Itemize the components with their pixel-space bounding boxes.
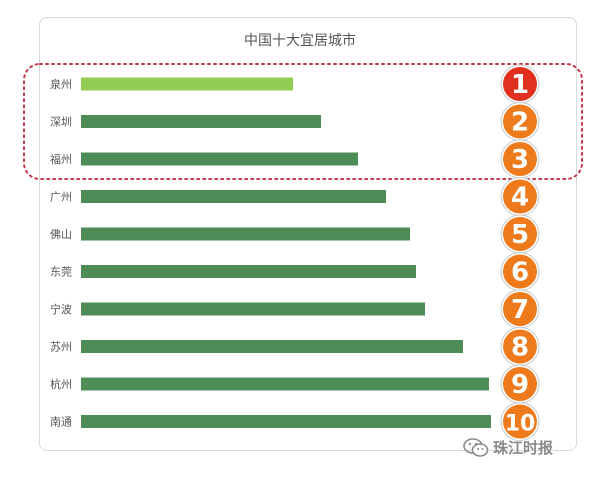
- rank-badge: [503, 404, 537, 439]
- rank-number: 8: [511, 333, 529, 363]
- bar: [81, 302, 425, 316]
- category-label: 宁波: [50, 302, 72, 316]
- rank-number: 2: [511, 108, 529, 138]
- rank-number: 6: [511, 258, 529, 288]
- category-label: 东莞: [50, 266, 72, 279]
- rank-badge: [503, 292, 537, 326]
- rank-badge: [503, 217, 537, 251]
- rank-number: 9: [511, 370, 529, 400]
- category-label: 泉州: [50, 77, 72, 91]
- rank-number: 1: [511, 70, 529, 100]
- bar: [81, 190, 386, 203]
- category-label: 杭州: [50, 377, 72, 391]
- rank-badge: [503, 179, 537, 214]
- bar: [81, 115, 321, 128]
- category-label: 南通: [50, 416, 72, 429]
- top3-highlight-border: [23, 63, 583, 180]
- category-label: 苏州: [50, 341, 72, 354]
- rank-number: 5: [511, 220, 529, 250]
- bar: [81, 265, 416, 278]
- rank-badge: [503, 142, 537, 176]
- rank-badge: [503, 367, 537, 401]
- category-label: 佛山: [50, 228, 72, 241]
- rank-number: 3: [511, 145, 529, 175]
- bar: [81, 415, 491, 428]
- bar: [81, 227, 410, 241]
- rank-number: 7: [511, 295, 529, 325]
- chart-title: 中国十大宜居城市: [244, 33, 356, 49]
- bar: [81, 152, 358, 166]
- bar: [81, 77, 293, 91]
- category-label: 广州: [50, 191, 72, 204]
- rank-badge: [503, 329, 537, 364]
- watermark-text: 珠江时报: [493, 439, 554, 457]
- wechat-icon: [463, 437, 489, 457]
- rank-number: 10: [505, 412, 536, 437]
- rank-badge: [503, 104, 537, 139]
- category-label: 深圳: [50, 116, 72, 129]
- rank-badge: [503, 254, 537, 289]
- bar: [81, 377, 489, 391]
- rank-badge: [503, 67, 537, 101]
- category-label: 福州: [50, 152, 72, 166]
- bar: [81, 340, 463, 353]
- watermark: 珠江时报: [463, 437, 553, 458]
- rank-number: 4: [511, 183, 529, 213]
